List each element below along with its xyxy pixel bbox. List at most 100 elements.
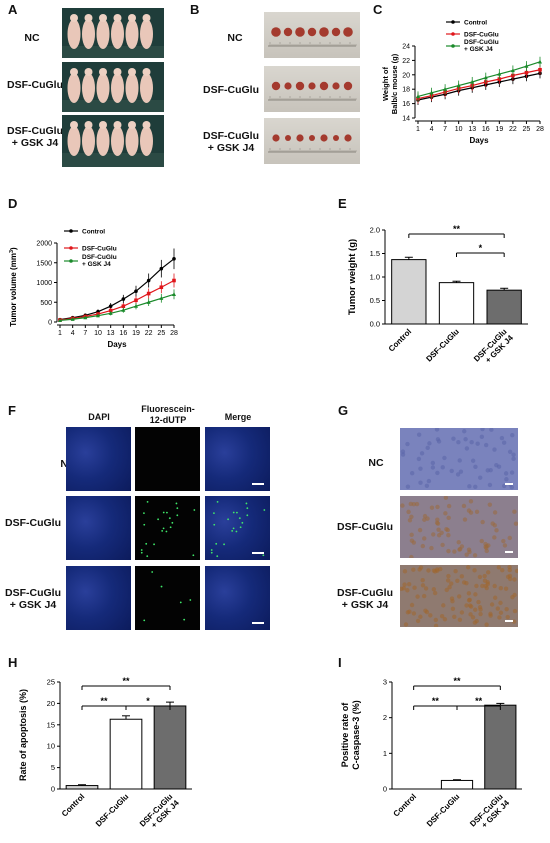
stain-spot bbox=[426, 568, 431, 573]
data-point bbox=[524, 70, 529, 75]
green-dots-merge-dsf bbox=[210, 501, 266, 558]
panel-f-row-dsf-gsk: DSF-CuGlu + GSK J4 bbox=[5, 587, 61, 611]
tunel-positive-dot bbox=[193, 509, 196, 511]
stain-spot bbox=[444, 527, 449, 532]
mouse-head bbox=[70, 14, 78, 22]
stain-spot bbox=[503, 471, 509, 476]
legend-marker bbox=[451, 32, 455, 36]
mouse-body bbox=[125, 126, 139, 156]
mouse-body bbox=[82, 73, 95, 103]
stain-spot bbox=[432, 590, 438, 596]
stain-spot bbox=[498, 600, 503, 606]
y-axis-label: Rate of apoptosis (%) bbox=[18, 689, 28, 781]
mouse-body bbox=[96, 19, 110, 49]
stain-spot bbox=[504, 606, 509, 612]
tumor bbox=[283, 27, 293, 37]
stain-spot bbox=[470, 458, 476, 463]
tunel-merge-nc bbox=[205, 427, 270, 491]
legend-label: DSF-CuGlu bbox=[464, 32, 499, 39]
mice-photo-dsf-gsk bbox=[62, 115, 164, 167]
stain-spot bbox=[464, 446, 470, 451]
x-tick-label: 10 bbox=[455, 126, 463, 133]
stain-spot bbox=[475, 441, 480, 446]
x-tick-label: 19 bbox=[495, 126, 503, 133]
bar bbox=[486, 289, 522, 325]
tumor bbox=[272, 134, 280, 142]
x-tick-label: 13 bbox=[107, 330, 115, 337]
stain-spot bbox=[416, 456, 422, 462]
stain-spot bbox=[488, 613, 493, 618]
tunel-positive-dot bbox=[146, 555, 149, 558]
y-axis-label: Positive rate ofC-caspase-3 (%) bbox=[340, 700, 361, 770]
photo-floor bbox=[62, 100, 164, 112]
tunel-positive-dot bbox=[189, 599, 192, 601]
x-tick-label: 25 bbox=[523, 126, 531, 133]
legend-label: DSF-CuGlu bbox=[82, 246, 117, 253]
tumors-nc-graphic bbox=[268, 27, 357, 47]
tumor bbox=[309, 135, 315, 141]
x-axis-label: Days bbox=[469, 136, 489, 145]
stain-spot bbox=[468, 612, 473, 617]
stain-spot bbox=[440, 465, 445, 470]
ihc-c-caspase-nc bbox=[400, 428, 518, 490]
stain-spot bbox=[446, 548, 451, 554]
mice-gsk-graphic bbox=[62, 121, 164, 167]
data-point bbox=[172, 292, 176, 296]
stain-spot bbox=[492, 583, 497, 589]
stain-spot bbox=[477, 574, 483, 580]
mouse-body bbox=[82, 19, 95, 49]
stain-spot bbox=[407, 518, 413, 523]
tunel-positive-dot bbox=[157, 518, 160, 521]
stain-spot bbox=[466, 591, 472, 596]
stain-spot bbox=[417, 527, 423, 533]
data-point bbox=[524, 63, 529, 68]
tunel-positive-dot bbox=[223, 543, 225, 546]
tunel-positive-dot bbox=[151, 571, 154, 573]
bar bbox=[153, 705, 187, 790]
stain-spot bbox=[442, 455, 447, 461]
stain-spot bbox=[504, 477, 509, 482]
tunel-positive-dot bbox=[183, 618, 186, 621]
stain-spot bbox=[427, 441, 432, 446]
stain-spot bbox=[473, 607, 478, 612]
stain-spot bbox=[473, 464, 478, 470]
stain-spot bbox=[466, 565, 471, 570]
panel-a-row-nc: NC bbox=[24, 32, 40, 44]
y-axis-label: Tumor weight (g) bbox=[347, 239, 358, 315]
data-point bbox=[121, 304, 126, 308]
tumor bbox=[343, 27, 353, 37]
tunel-positive-dot bbox=[246, 514, 249, 517]
y-tick-label: 0 bbox=[383, 785, 387, 794]
tumor bbox=[344, 134, 352, 142]
stain-spot bbox=[425, 516, 430, 521]
panel-label-c: C bbox=[373, 2, 383, 17]
panel-g-row-nc: NC bbox=[368, 457, 384, 469]
y-tick-label: 22 bbox=[402, 58, 410, 65]
data-point bbox=[172, 278, 176, 283]
data-point bbox=[429, 90, 434, 95]
y-tick-label: 500 bbox=[40, 300, 52, 307]
panel-label-a: A bbox=[8, 2, 18, 17]
series-line-2 bbox=[59, 293, 175, 322]
stain-spot bbox=[435, 470, 440, 476]
data-point bbox=[134, 289, 138, 293]
legend-label: DSF-CuGlu bbox=[464, 39, 499, 46]
tumor bbox=[343, 81, 353, 91]
stain-spot bbox=[458, 469, 464, 474]
x-tick-label: 28 bbox=[536, 126, 544, 133]
stain-spot bbox=[512, 577, 517, 582]
stain-spot bbox=[492, 510, 498, 515]
stain-spot bbox=[501, 538, 506, 544]
mice-nc-graphic bbox=[62, 14, 164, 58]
legend-marker bbox=[69, 229, 73, 233]
data-point bbox=[146, 300, 151, 304]
stain-spot bbox=[418, 480, 423, 485]
stain-spot bbox=[512, 608, 518, 614]
panel-label-h: H bbox=[8, 655, 18, 670]
tunel-positive-dot bbox=[227, 518, 230, 521]
tunel-positive-dot bbox=[176, 507, 179, 510]
stain-spot bbox=[483, 442, 489, 448]
data-point bbox=[70, 317, 75, 321]
tunel-merge-dsf bbox=[205, 496, 270, 560]
tumor bbox=[284, 82, 292, 90]
